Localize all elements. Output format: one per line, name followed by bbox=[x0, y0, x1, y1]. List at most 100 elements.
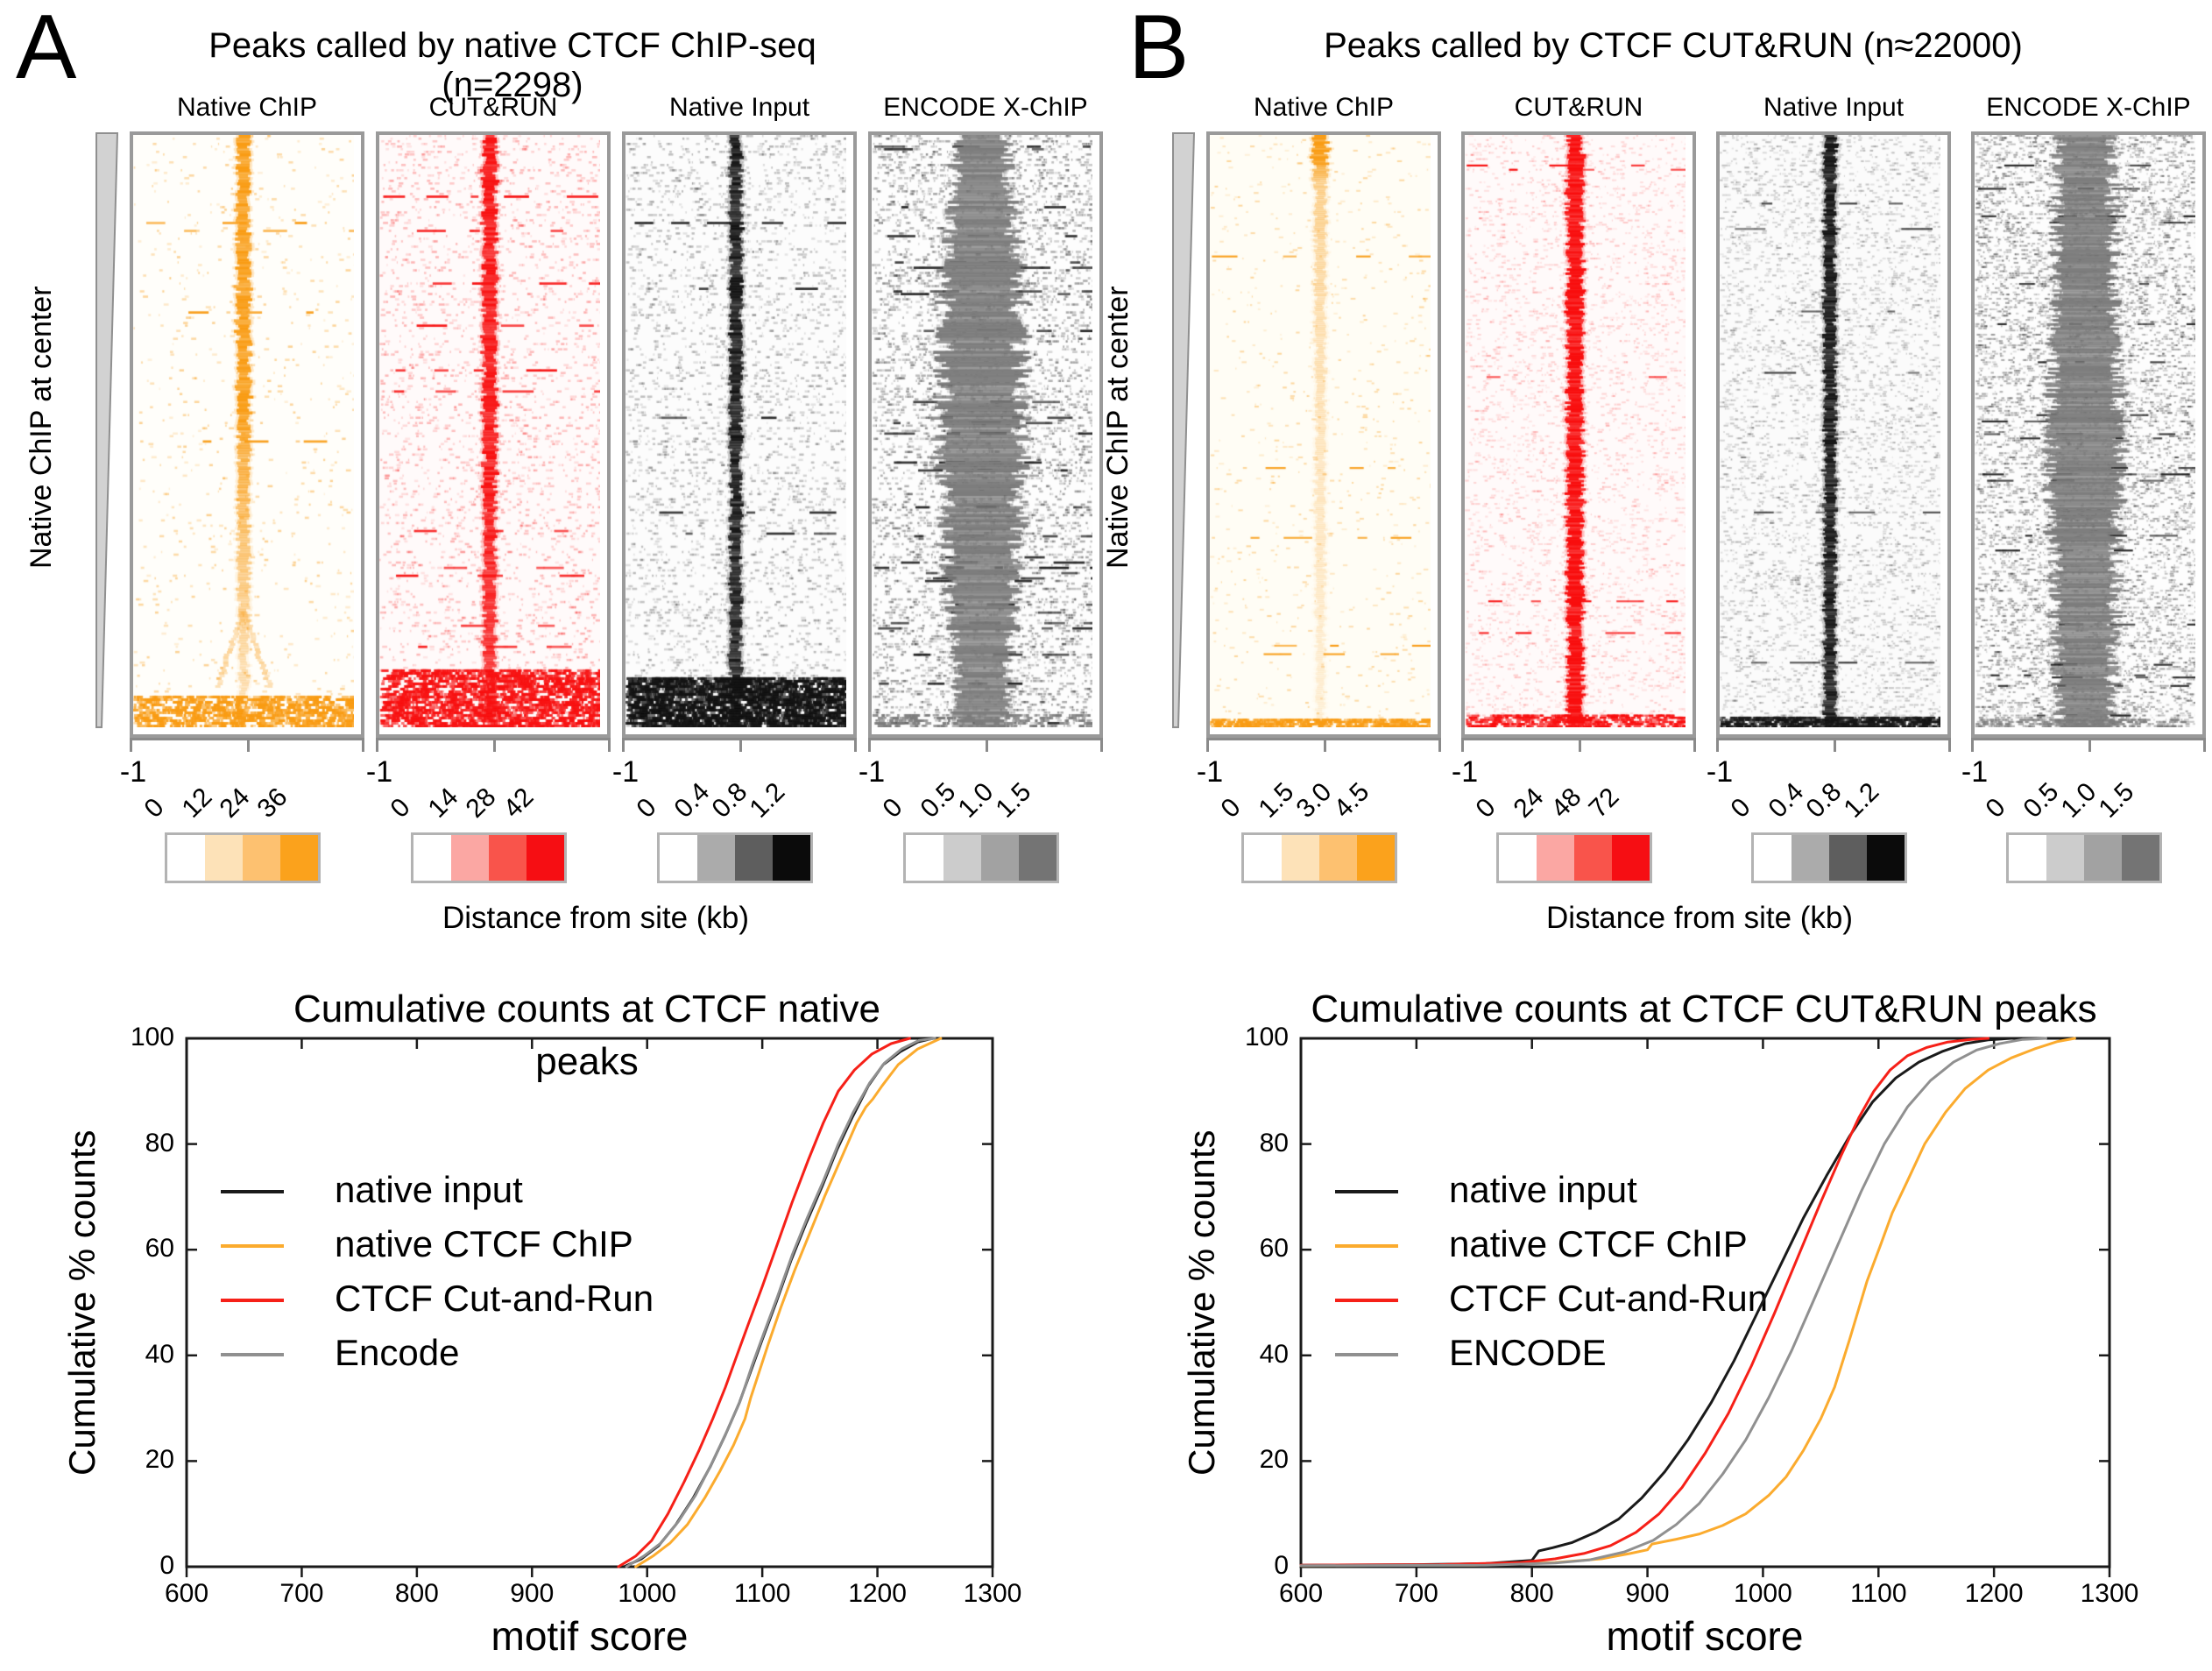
y-tick-label: 60 bbox=[1259, 1234, 1289, 1264]
heatmap-x-tick-label: -1 bbox=[119, 755, 147, 789]
colorbar-tick-label: 48 bbox=[1545, 782, 1587, 824]
x-tick-label: 1200 bbox=[848, 1579, 907, 1608]
legend-label: native input bbox=[1449, 1169, 1637, 1210]
y-tick-label: 20 bbox=[1259, 1445, 1289, 1475]
x-tick-label: 1200 bbox=[1964, 1579, 2024, 1608]
legend-line-native-ctcf-chip bbox=[221, 1244, 284, 1248]
heatmap-column-header: ENCODE X-ChIP bbox=[1986, 93, 2191, 122]
heatmap-a-native-chip: Native ChIP -1 0 12 24 36 bbox=[120, 93, 364, 883]
legend-line-ctcf-cut-and-run bbox=[221, 1299, 284, 1302]
y-tick-label: 0 bbox=[159, 1551, 174, 1580]
heatmap-x-tick-label: -1 bbox=[365, 755, 393, 789]
heatmap-x-tick-label: -1 bbox=[858, 755, 886, 789]
heatmap-x-tick-label: -1 bbox=[611, 755, 640, 789]
colorbar-cell bbox=[735, 835, 773, 881]
colorbar-cell bbox=[1867, 835, 1905, 881]
colorbar-cell bbox=[1829, 835, 1867, 881]
x-tick-label: 900 bbox=[1625, 1579, 1670, 1608]
heatmap-image bbox=[1465, 135, 1686, 727]
row-order-wedge-icon bbox=[1172, 132, 1196, 728]
legend-label: ENCODE bbox=[1449, 1332, 1607, 1373]
colorbar-cell bbox=[906, 835, 943, 881]
heatmap-x-tick-label: -1 bbox=[1961, 755, 1989, 789]
heatmap-column-header: ENCODE X-ChIP bbox=[883, 93, 1088, 122]
heatmap-x-axis bbox=[376, 738, 611, 754]
x-tick-label: 900 bbox=[510, 1579, 555, 1608]
panel-a-side-label: Native ChIP at center bbox=[25, 286, 58, 570]
x-tick-label: 1300 bbox=[2080, 1579, 2139, 1608]
colorbar-cell bbox=[1019, 835, 1057, 881]
colorbar-tick-label: 0 bbox=[1470, 792, 1502, 824]
heatmap-b-native-input: Native Input -1 0 0.4 0.8 1.2 bbox=[1707, 93, 1951, 883]
heatmap-column-header: Native ChIP bbox=[176, 93, 318, 122]
series-line-encode bbox=[1299, 1037, 2047, 1568]
colorbar-cell bbox=[489, 835, 526, 881]
series-line-native-input bbox=[622, 1037, 935, 1568]
colorbar-tick-label: 14 bbox=[422, 782, 464, 824]
series-line-ctcf-cut-and-run bbox=[617, 1037, 911, 1568]
colorbar bbox=[1751, 832, 1907, 883]
legend-label: native CTCF ChIP bbox=[335, 1223, 633, 1264]
heatmap-column-header: Native Input bbox=[668, 93, 810, 122]
colorbar-cell bbox=[943, 835, 981, 881]
x-tick-label: 700 bbox=[279, 1579, 324, 1608]
x-tick-label: 800 bbox=[394, 1579, 439, 1608]
colorbar-tick-label: 0 bbox=[138, 792, 170, 824]
heatmap-b-encode-xchip: ENCODE X-ChIP -1 0 0.5 1.0 1.5 bbox=[1961, 93, 2206, 883]
colorbar bbox=[903, 832, 1059, 883]
colorbar-cell bbox=[413, 835, 451, 881]
panel-b-title: Peaks called by CTCF CUT&RUN (n≈22000) bbox=[1324, 26, 2023, 65]
heatmap-x-axis bbox=[1716, 738, 1951, 754]
heatmap-x-tick-label: -1 bbox=[1706, 755, 1734, 789]
legend-line-encode bbox=[221, 1353, 284, 1356]
colorbar-tick-label: 24 bbox=[214, 782, 256, 824]
heatmap-x-axis bbox=[1206, 738, 1441, 754]
colorbar-cell bbox=[1574, 835, 1612, 881]
legend-line-encode bbox=[1335, 1353, 1398, 1356]
colorbar-cell bbox=[243, 835, 280, 881]
colorbar-cell bbox=[2122, 835, 2159, 881]
colorbar-cell bbox=[451, 835, 489, 881]
heatmap-image bbox=[1210, 135, 1431, 727]
heatmap-x-tick-label: -1 bbox=[1196, 755, 1224, 789]
colorbar-cell bbox=[205, 835, 243, 881]
colorbar-cell bbox=[773, 835, 810, 881]
colorbar-tick-label: 1.5 bbox=[2093, 777, 2140, 824]
series-line-ctcf-cut-and-run bbox=[1299, 1037, 1989, 1567]
colorbar-tick-label: 0 bbox=[1980, 792, 2011, 824]
panel-b-x-axis-label: Distance from site (kb) bbox=[1545, 901, 1854, 935]
heatmap-image bbox=[625, 135, 846, 727]
colorbar bbox=[2006, 832, 2162, 883]
x-tick-label: 600 bbox=[164, 1579, 209, 1608]
colorbar-tick-label: 24 bbox=[1508, 782, 1550, 824]
colorbar bbox=[165, 832, 321, 883]
colorbar-cell bbox=[1244, 835, 1282, 881]
chart-right-y-axis-label: Cumulative % counts bbox=[1181, 1129, 1222, 1476]
colorbar-tick-label: 0 bbox=[877, 792, 908, 824]
colorbar-tick-label: 42 bbox=[498, 782, 540, 824]
series-line-native-ctcf-chip bbox=[1299, 1037, 2076, 1568]
y-tick-label: 20 bbox=[145, 1445, 174, 1475]
heatmap-b-native-chip: Native ChIP -1 0 1.5 3.0 4.5 bbox=[1197, 93, 1441, 883]
legend-label: Encode bbox=[335, 1332, 460, 1373]
panel-b-side-label: Native ChIP at center bbox=[1101, 286, 1134, 570]
chart-right-x-axis-label: motif score bbox=[1606, 1613, 1804, 1659]
heatmap-column-header: CUT&RUN bbox=[428, 93, 558, 122]
y-tick-label: 0 bbox=[1274, 1551, 1289, 1580]
colorbar-tick-label: 72 bbox=[1583, 782, 1625, 824]
y-tick-label: 40 bbox=[145, 1339, 174, 1369]
y-tick-label: 100 bbox=[1244, 1023, 1289, 1051]
heatmap-a-native-input: Native Input -1 0 0.4 0.8 1.2 bbox=[612, 93, 857, 883]
colorbar bbox=[411, 832, 567, 883]
legend-label: CTCF Cut-and-Run bbox=[1449, 1278, 1769, 1319]
colorbar bbox=[657, 832, 813, 883]
heatmap-image bbox=[1975, 135, 2195, 727]
heatmap-image bbox=[379, 135, 600, 727]
heatmap-x-axis bbox=[622, 738, 857, 754]
series-line-encode bbox=[625, 1037, 936, 1568]
colorbar-cell bbox=[2009, 835, 2046, 881]
panel-a-title: Peaks called by native CTCF ChIP-seq (n=… bbox=[208, 26, 816, 104]
panel-a-letter: A bbox=[16, 0, 77, 98]
colorbar-tick-label: 1.5 bbox=[990, 777, 1037, 824]
